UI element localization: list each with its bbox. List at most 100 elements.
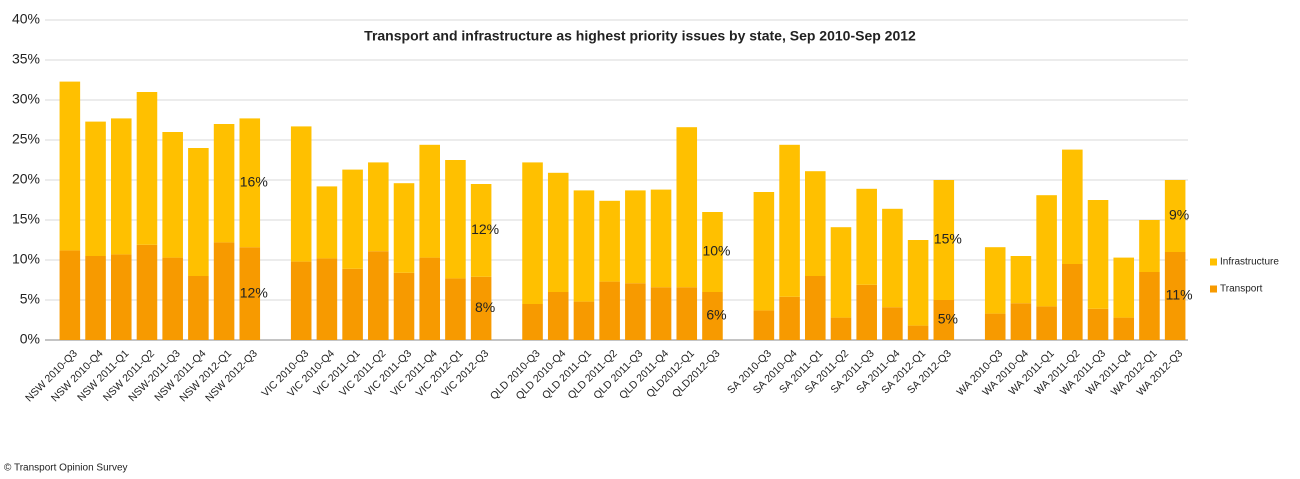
bar-segment: [1062, 149, 1083, 264]
bar-segment: [753, 310, 775, 340]
bar-segment: [1087, 308, 1109, 340]
bar-segment: [856, 188, 877, 285]
bar-segment: [573, 301, 595, 340]
bar-segment: [110, 254, 132, 340]
bar-segment: [779, 296, 800, 340]
bar-segment: [1113, 317, 1135, 340]
bar-segment: [1036, 306, 1057, 340]
y-tick-label: 0%: [20, 331, 40, 347]
bar-segment: [419, 257, 440, 340]
bar-segment: [856, 284, 877, 340]
bar-segment: [1062, 264, 1083, 340]
bar-segment: [188, 276, 209, 340]
bar-segment: [445, 278, 466, 340]
bar-segment: [213, 242, 235, 340]
bar-segment: [907, 325, 929, 340]
data-label: 15%: [934, 231, 962, 247]
bar-segment: [1164, 180, 1186, 252]
data-label: 9%: [1169, 207, 1189, 223]
bar-segment: [676, 287, 698, 340]
bar-segment: [650, 287, 672, 340]
bar-segment: [547, 292, 569, 340]
legend-swatch: [1210, 258, 1217, 266]
bar-segment: [213, 124, 235, 243]
bar-segment: [625, 283, 646, 340]
bar-segment: [676, 127, 698, 288]
bar-segment: [650, 189, 672, 288]
bar-segment: [445, 160, 466, 279]
bar-segment: [59, 250, 81, 340]
bar-segment: [702, 292, 723, 340]
data-label: 12%: [471, 221, 499, 237]
data-label: 8%: [475, 299, 495, 315]
bar-segment: [136, 244, 158, 340]
data-label: 11%: [1166, 287, 1193, 303]
bar-segment: [882, 307, 903, 340]
bar-segment: [85, 256, 106, 340]
bar-segment: [599, 281, 620, 340]
bar-segment: [419, 144, 440, 258]
bar-segment: [188, 148, 209, 276]
bar-segment: [290, 261, 312, 340]
bar-segment: [1010, 256, 1032, 304]
bar-segment: [599, 200, 620, 282]
legend-label: Transport: [1220, 284, 1263, 295]
bar-segment: [316, 258, 338, 340]
bar-segment: [547, 172, 569, 292]
bar-segment: [290, 126, 312, 262]
data-label: 10%: [702, 243, 730, 259]
bar-segment: [239, 247, 261, 340]
bar-segment: [470, 184, 492, 277]
bar-segment: [522, 162, 543, 304]
bar-segment: [162, 132, 183, 258]
bar-segment: [522, 304, 543, 340]
bar-segment: [342, 268, 363, 340]
data-label: 12%: [240, 284, 268, 300]
bar-segment: [1164, 252, 1186, 340]
bar-segment: [1010, 303, 1032, 340]
bar-segment: [805, 171, 826, 276]
chart-title: Transport and infrastructure as highest …: [364, 28, 916, 44]
legend-label: Infrastructure: [1220, 257, 1279, 268]
bar-segment: [933, 180, 955, 300]
y-tick-label: 20%: [12, 171, 40, 187]
bar-segment: [882, 208, 903, 308]
bar-segment: [984, 313, 1006, 340]
y-tick-label: 40%: [12, 11, 40, 27]
bar-segment: [702, 212, 723, 292]
data-label: 16%: [240, 174, 268, 190]
y-tick-label: 15%: [12, 211, 40, 227]
bar-segment: [779, 144, 800, 297]
bar-segment: [984, 247, 1006, 314]
bar-segment: [85, 121, 106, 256]
bar-segment: [573, 190, 595, 302]
legend-swatch: [1210, 285, 1217, 293]
bar-segment: [1087, 200, 1109, 309]
bar-segment: [368, 162, 389, 252]
bar-segment: [393, 183, 415, 273]
bar-segment: [1139, 220, 1160, 272]
bar-segment: [805, 276, 826, 340]
bar-segment: [110, 118, 132, 255]
y-tick-label: 35%: [12, 51, 40, 67]
bar-segment: [239, 118, 261, 248]
bar-segment: [907, 240, 929, 326]
bar-segment: [830, 227, 852, 318]
y-tick-label: 30%: [12, 91, 40, 107]
bar-segment: [470, 276, 492, 340]
bar-segment: [136, 92, 158, 245]
bar-segment: [342, 169, 363, 269]
bar-segment: [162, 257, 183, 340]
bar-segment: [1113, 257, 1135, 318]
y-tick-label: 5%: [20, 291, 40, 307]
data-label: 6%: [706, 307, 726, 323]
bar-segment: [1139, 272, 1160, 340]
bar-segment: [368, 251, 389, 340]
bar-segment: [393, 272, 415, 340]
bar-segment: [316, 186, 338, 259]
bar-segment: [625, 190, 646, 284]
data-label: 5%: [938, 311, 958, 327]
y-tick-label: 25%: [12, 131, 40, 147]
bar-segment: [1036, 195, 1057, 307]
